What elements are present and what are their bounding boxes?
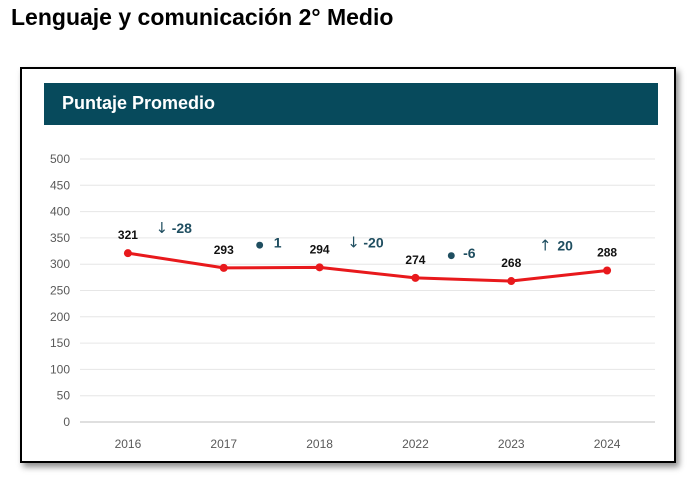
data-label: 274 (405, 253, 425, 267)
data-label: 294 (310, 242, 330, 256)
data-point (411, 273, 420, 282)
change-label: 1 (274, 234, 282, 250)
x-tick-label: 2024 (594, 437, 621, 451)
x-tick-label: 2016 (115, 437, 142, 451)
y-tick-label: 200 (50, 310, 70, 324)
x-tick-label: 2022 (402, 437, 429, 451)
data-label: 268 (501, 256, 521, 270)
y-tick-label: 300 (50, 257, 70, 271)
y-tick-label: 100 (50, 362, 70, 376)
data-point (315, 263, 324, 272)
change-indicator-icon: ● (256, 240, 264, 250)
change-label: -6 (463, 245, 476, 261)
x-tick-label: 2023 (498, 437, 525, 451)
y-tick-label: 250 (50, 284, 70, 298)
y-tick-label: 400 (50, 205, 70, 219)
chart-header-band: Puntaje Promedio (44, 83, 658, 125)
y-tick-label: 500 (50, 152, 70, 166)
y-tick-label: 150 (50, 336, 70, 350)
line-chart: 0 50 100 150 200 250 300 350 400 450 500 2016 2017 20… (50, 152, 655, 451)
x-tick-label: 2017 (210, 437, 237, 451)
x-tick-label: 2018 (306, 437, 333, 451)
y-tick-label: 50 (57, 389, 71, 403)
y-tick-label: 350 (50, 231, 70, 245)
change-indicator-icon: ↓ (156, 219, 169, 237)
series-line (127, 251, 608, 283)
page-title: Lenguaje y comunicación 2° Medio (11, 4, 394, 30)
change-label: -28 (172, 220, 192, 236)
data-point (219, 263, 228, 272)
change-indicator-icon: ↑ (539, 237, 552, 255)
chart-card: Puntaje Promedio 0 50 100 150 200 250 300 350 40… (20, 67, 676, 463)
data-label: 321 (118, 228, 138, 242)
y-tick-label: 450 (50, 178, 70, 192)
data-point (507, 277, 516, 286)
change-label: 20 (557, 238, 573, 254)
data-point (603, 266, 612, 275)
data-label: 288 (597, 246, 617, 260)
change-indicator-icon: ↓ (347, 233, 360, 251)
data-point (123, 249, 132, 258)
chart-title: Puntaje Promedio (62, 93, 216, 113)
data-label: 293 (214, 243, 234, 257)
change-indicator-icon: ● (447, 251, 455, 261)
y-tick-label: 0 (63, 415, 70, 429)
change-label: -20 (363, 234, 383, 250)
